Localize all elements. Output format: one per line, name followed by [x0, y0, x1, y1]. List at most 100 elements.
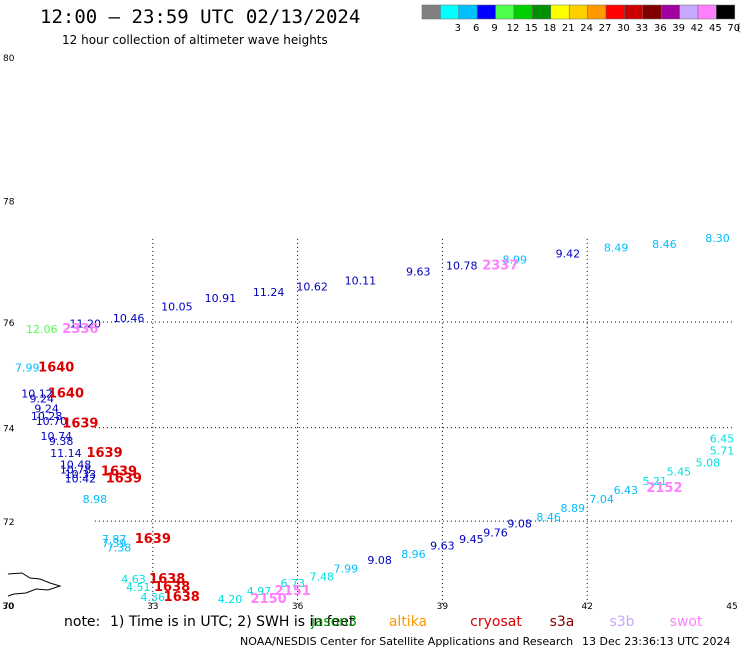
wave-height-value: 9.63	[406, 266, 431, 279]
latitude-label: 72	[3, 518, 14, 528]
wave-height-value: 10.70	[36, 415, 68, 428]
coastline	[7, 572, 62, 597]
latitude-label: 74	[3, 425, 15, 435]
colorbar-tick-label: 12	[507, 23, 520, 34]
longitude-label: 30	[2, 602, 14, 612]
wave-height-value: 5.71	[710, 444, 735, 457]
colorbar-tick-label: 21	[562, 23, 575, 34]
wave-height-value: 4.20	[218, 593, 243, 606]
colorbar-tick-label: 6	[473, 23, 479, 34]
wave-height-value: 5.08	[696, 456, 721, 469]
wave-height-value: 10.05	[161, 301, 193, 314]
colorbar-tick-label: 70	[727, 23, 740, 34]
pass-time-label: 2150	[251, 592, 287, 607]
colorbar-tick-label: 42	[691, 23, 704, 34]
wave-height-value: 11.20	[69, 318, 101, 331]
wave-height-value: 9.76	[483, 526, 508, 539]
wave-height-value: 7.04	[589, 493, 614, 506]
longitude-label: 33	[147, 602, 158, 612]
pass-time-label: 1639	[135, 532, 171, 547]
pass-time-label: 1638	[149, 572, 185, 587]
wave-height-value: 4.97	[247, 585, 272, 598]
pass-time-label: 1639	[86, 446, 122, 461]
wave-height-value: 9.38	[49, 435, 74, 448]
wave-height-value: 8.96	[401, 548, 426, 561]
wave-height-value: 7.87	[102, 533, 127, 546]
wave-height-value: 11.24	[253, 286, 285, 299]
pass-time-label: 1639	[62, 417, 98, 432]
wave-height-value: 9.45	[459, 533, 484, 546]
wave-height-value: 7.48	[309, 571, 334, 584]
pass-time-label: 1639	[101, 465, 137, 480]
pass-time-label: 2337	[482, 259, 518, 274]
wave-height-value: 12.06	[26, 323, 58, 336]
pass-time-label: 2152	[646, 481, 682, 496]
wave-height-value: 9.08	[367, 554, 392, 567]
wave-height-value: 4.51	[126, 581, 151, 594]
wave-height-value: 8.46	[536, 511, 561, 524]
wave-height-value: 8.89	[560, 502, 585, 515]
pass-time-label: 1638	[154, 580, 190, 595]
wave-height-value: 10.74	[41, 430, 73, 443]
wave-height-value: 4.63	[121, 573, 146, 586]
wave-height-value: 4.36	[141, 591, 166, 604]
colorbar-tick-label: 45	[709, 23, 722, 34]
pass-time-label: 1640	[38, 360, 74, 375]
wave-height-value: 8.98	[83, 493, 108, 506]
colorbar-unit: (ft)	[737, 23, 740, 34]
wave-height-value: 7.99	[334, 562, 359, 575]
pass-time-label: 1638	[164, 590, 200, 605]
wave-height-value: 8.30	[705, 232, 730, 245]
wave-height-value: 10.12	[21, 387, 53, 400]
wave-height-value: 7.38	[107, 541, 132, 554]
wave-height-value: 5.45	[667, 466, 692, 479]
pass-time-label: 2151	[275, 584, 311, 599]
wave-height-value: 9.63	[430, 539, 455, 552]
pass-time-label: 2336	[62, 322, 98, 337]
colorbar-tick-label: 27	[599, 23, 612, 34]
page-title: 12:00 – 23:59 UTC 02/13/2024	[40, 6, 361, 28]
colorbar-tick-label: 39	[672, 23, 685, 34]
wave-height-value: 10.91	[205, 292, 237, 305]
wave-height-value: 9.24	[30, 392, 55, 405]
wave-height-value: 8.46	[652, 238, 677, 251]
wave-height-value: 9.24	[34, 403, 59, 416]
wave-height-value: 10.46	[113, 312, 145, 325]
wave-height-value: 7.39	[102, 537, 127, 550]
colorbar-tick-label: 9	[491, 23, 497, 34]
latitude-label: 76	[3, 319, 15, 329]
wave-height-value: 6.45	[710, 432, 735, 445]
wave-height-value: 6.73	[281, 577, 306, 590]
wave-height-value: 8.49	[604, 241, 629, 254]
wave-height-value: 10.11	[345, 274, 377, 287]
wave-height-value: 9.08	[507, 518, 532, 531]
wave-height-value: 11.14	[50, 447, 82, 460]
page-subtitle: 12 hour collection of altimeter wave hei…	[62, 33, 328, 47]
longitude-label: 45	[726, 602, 737, 612]
wave-height-value: 10.33	[65, 468, 97, 481]
colorbar-tick-label: 3	[455, 23, 461, 34]
colorbar-tick-label: 18	[543, 23, 556, 34]
pass-time-label: 1639	[106, 472, 142, 487]
wave-height-value: 8.99	[503, 254, 528, 267]
wave-height-value: 10.78	[446, 260, 478, 273]
wave-height-value: 10.78	[60, 463, 92, 476]
wave-height-value: 10.42	[65, 473, 97, 486]
colorbar-tick-label: 24	[580, 23, 593, 34]
wave-height-value: 10.28	[31, 410, 63, 423]
colorbar-tick-label: 15	[525, 23, 538, 34]
colorbar-swatch	[716, 4, 736, 20]
wave-height-value: 5.21	[643, 475, 668, 488]
colorbar-tick-label: 36	[654, 23, 667, 34]
wave-height-value: 10.62	[296, 280, 328, 293]
pass-time-label: 1640	[48, 386, 84, 401]
wave-height-value: 10.48	[60, 459, 92, 472]
colorbar-tick-label: 30	[617, 23, 630, 34]
longitude-label: 36	[292, 602, 304, 612]
longitude-label: 39	[437, 602, 449, 612]
latitude-label: 78	[3, 197, 15, 207]
wave-height-value: 9.42	[556, 247, 581, 260]
wave-height-value: 6.43	[614, 484, 639, 497]
